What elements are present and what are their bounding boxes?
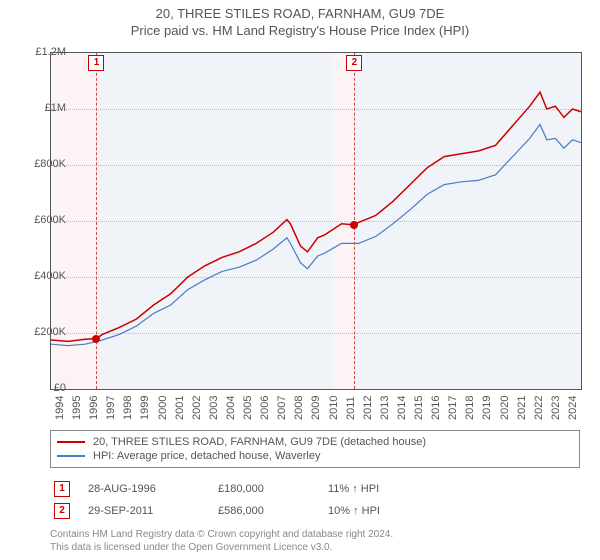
x-axis-label: 2005 xyxy=(242,396,254,420)
x-axis-label: 2002 xyxy=(191,396,203,420)
x-axis-label: 2016 xyxy=(430,396,442,420)
y-axis-label: £0 xyxy=(54,382,66,394)
transaction-badge: 2 xyxy=(346,55,362,71)
x-axis-label: 2017 xyxy=(447,396,459,420)
x-axis-label: 1996 xyxy=(88,396,100,420)
transaction-row-1: 1 28-AUG-1996 £180,000 11% ↑ HPI xyxy=(50,478,580,500)
x-axis-label: 2014 xyxy=(396,396,408,420)
x-axis-label: 1995 xyxy=(71,396,83,420)
x-axis-label: 1999 xyxy=(139,396,151,420)
line-canvas xyxy=(51,53,581,389)
x-axis-label: 2024 xyxy=(567,396,579,420)
tx-pct-2: 10% ↑ HPI xyxy=(328,505,428,517)
y-axis-label: £1.2M xyxy=(35,46,66,58)
y-axis-label: £800K xyxy=(34,158,66,170)
transaction-dot xyxy=(92,335,100,343)
chart-container: 20, THREE STILES ROAD, FARNHAM, GU9 7DE … xyxy=(0,0,600,560)
transaction-dot xyxy=(350,221,358,229)
tx-date-2: 29-SEP-2011 xyxy=(88,505,218,517)
y-axis-label: £1M xyxy=(45,102,66,114)
x-axis-label: 2001 xyxy=(174,396,186,420)
x-axis-label: 2020 xyxy=(499,396,511,420)
transaction-badge: 1 xyxy=(88,55,104,71)
y-axis-label: £200K xyxy=(34,326,66,338)
legend-label-1: 20, THREE STILES ROAD, FARNHAM, GU9 7DE … xyxy=(93,436,426,448)
x-axis-label: 2004 xyxy=(225,396,237,420)
x-axis-label: 2007 xyxy=(276,396,288,420)
x-axis-label: 2008 xyxy=(293,396,305,420)
chart-title-2: Price paid vs. HM Land Registry's House … xyxy=(0,21,600,38)
tx-pct-1: 11% ↑ HPI xyxy=(328,483,428,495)
plot-area: 12 xyxy=(50,52,582,390)
legend-swatch-2 xyxy=(57,455,85,457)
legend-row-2: HPI: Average price, detached house, Wave… xyxy=(57,449,573,463)
x-axis-label: 2015 xyxy=(413,396,425,420)
x-axis-label: 2010 xyxy=(328,396,340,420)
tx-date-1: 28-AUG-1996 xyxy=(88,483,218,495)
x-axis-label: 2023 xyxy=(550,396,562,420)
x-axis-label: 2003 xyxy=(208,396,220,420)
x-axis-label: 1998 xyxy=(122,396,134,420)
x-axis-label: 2018 xyxy=(464,396,476,420)
x-axis-label: 2013 xyxy=(379,396,391,420)
y-axis-label: £400K xyxy=(34,270,66,282)
y-axis-label: £600K xyxy=(34,214,66,226)
tx-price-2: £586,000 xyxy=(218,505,328,517)
x-axis-label: 2006 xyxy=(259,396,271,420)
x-axis-label: 2000 xyxy=(157,396,169,420)
x-axis-label: 2011 xyxy=(345,396,357,420)
legend-swatch-1 xyxy=(57,441,85,443)
x-axis-label: 2022 xyxy=(533,396,545,420)
transaction-table: 1 28-AUG-1996 £180,000 11% ↑ HPI 2 29-SE… xyxy=(50,478,580,522)
x-axis-label: 2012 xyxy=(362,396,374,420)
attribution: Contains HM Land Registry data © Crown c… xyxy=(50,528,393,554)
chart-title-1: 20, THREE STILES ROAD, FARNHAM, GU9 7DE xyxy=(0,0,600,21)
attribution-line-2: This data is licensed under the Open Gov… xyxy=(50,541,393,554)
transaction-row-2: 2 29-SEP-2011 £586,000 10% ↑ HPI xyxy=(50,500,580,522)
x-axis-label: 2021 xyxy=(516,396,528,420)
series-line xyxy=(51,124,581,345)
legend: 20, THREE STILES ROAD, FARNHAM, GU9 7DE … xyxy=(50,430,580,468)
legend-label-2: HPI: Average price, detached house, Wave… xyxy=(93,450,320,462)
x-axis-label: 2009 xyxy=(310,396,322,420)
series-line xyxy=(51,92,581,341)
tx-price-1: £180,000 xyxy=(218,483,328,495)
x-axis-label: 1997 xyxy=(105,396,117,420)
tx-badge-1: 1 xyxy=(54,481,70,497)
x-axis-label: 2019 xyxy=(481,396,493,420)
attribution-line-1: Contains HM Land Registry data © Crown c… xyxy=(50,528,393,541)
tx-badge-2: 2 xyxy=(54,503,70,519)
legend-row-1: 20, THREE STILES ROAD, FARNHAM, GU9 7DE … xyxy=(57,435,573,449)
x-axis-label: 1994 xyxy=(54,396,66,420)
